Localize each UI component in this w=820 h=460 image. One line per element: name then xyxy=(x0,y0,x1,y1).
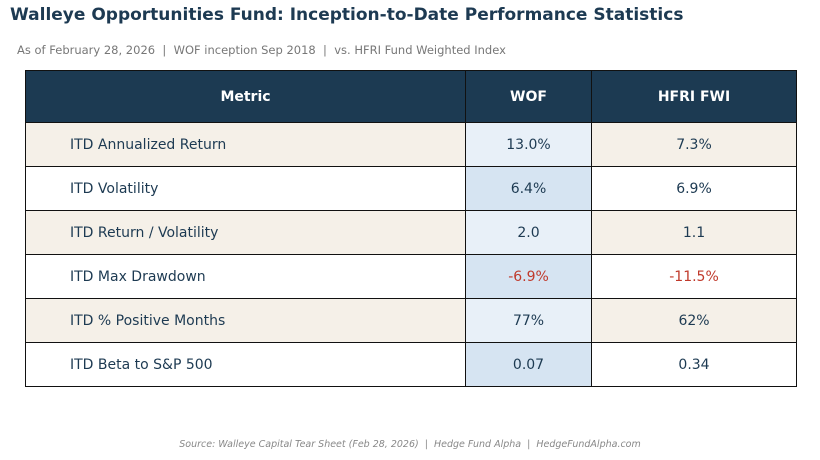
footer: Source: Walleye Capital Tear Sheet (Feb … xyxy=(179,439,641,450)
value-cell: 77% xyxy=(465,298,592,343)
value-cell: -11.5% xyxy=(591,254,797,299)
value-cell: 2.0 xyxy=(465,210,592,255)
table-row: ITD Annualized Return 13.0% 7.3% xyxy=(25,122,797,167)
metric-cell: ITD Volatility xyxy=(25,166,466,211)
value-cell: 6.9% xyxy=(591,166,797,211)
title: Walleye Opportunities Fund: Inception-to… xyxy=(10,5,684,25)
table-row: ITD Beta to S&P 500 0.07 0.34 xyxy=(25,342,797,387)
value-cell: 1.1 xyxy=(591,210,797,255)
column-header: WOF xyxy=(465,70,592,123)
column-header: Metric xyxy=(25,70,466,123)
table-row: ITD % Positive Months 77% 62% xyxy=(25,298,797,343)
subtitle: As of February 28, 2026 | WOF inception … xyxy=(17,43,506,57)
metric-cell: ITD Annualized Return xyxy=(25,122,466,167)
metric-cell: ITD % Positive Months xyxy=(25,298,466,343)
value-cell: 62% xyxy=(591,298,797,343)
table-row: ITD Volatility 6.4% 6.9% xyxy=(25,166,797,211)
table-row: ITD Return / Volatility 2.0 1.1 xyxy=(25,210,797,255)
value-cell: 6.4% xyxy=(465,166,592,211)
stats-table: Metric WOF HFRI FWI ITD Annualized Return 1… xyxy=(25,70,797,387)
table-body: ITD Annualized Return 13.0% 7.3% ITD Volati… xyxy=(25,122,797,387)
metric-cell: ITD Return / Volatility xyxy=(25,210,466,255)
value-cell: 0.07 xyxy=(465,342,592,387)
column-header: HFRI FWI xyxy=(591,70,797,123)
metric-cell: ITD Beta to S&P 500 xyxy=(25,342,466,387)
value-cell: 0.34 xyxy=(591,342,797,387)
value-cell: -6.9% xyxy=(465,254,592,299)
header-row: Metric WOF HFRI FWI xyxy=(25,70,797,123)
metric-cell: ITD Max Drawdown xyxy=(25,254,466,299)
table-row: ITD Max Drawdown -6.9% -11.5% xyxy=(25,254,797,299)
value-cell: 7.3% xyxy=(591,122,797,167)
value-cell: 13.0% xyxy=(465,122,592,167)
